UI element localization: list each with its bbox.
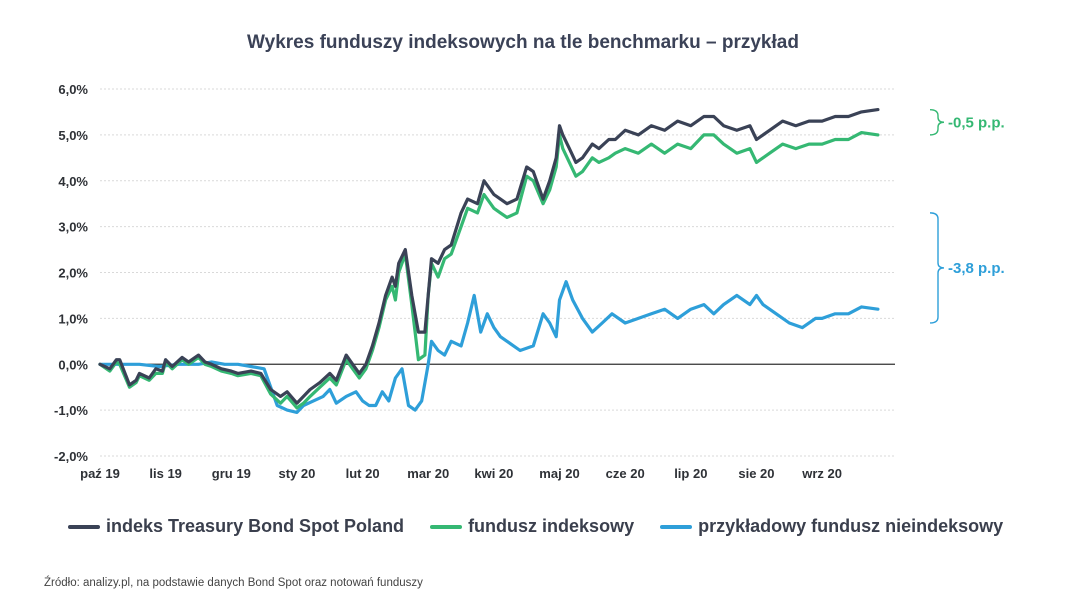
x-tick-label: mar 20	[407, 466, 449, 481]
x-tick-label: lip 20	[674, 466, 707, 481]
legend-swatch-index	[68, 524, 100, 529]
difference-brackets: -0,5 p.p. -3,8 p.p.	[929, 108, 1005, 324]
gridlines	[100, 88, 895, 457]
y-tick-label: 0,0%	[58, 357, 88, 372]
legend-swatch-index-fund	[430, 524, 463, 529]
x-tick-label: sty 20	[279, 466, 316, 481]
y-tick-label: 6,0%	[58, 82, 88, 97]
series-lines	[98, 108, 880, 414]
legend-label-active-fund: przykładowy fundusz nieindeksowy	[698, 516, 1004, 536]
x-axis-ticks: paź 19 lis 19 gru 19 sty 20 lut 20 mar 20 kwi …	[80, 466, 842, 481]
legend: indeks Treasury Bond Spot Poland fundusz…	[68, 516, 1058, 537]
x-tick-label: wrz 20	[801, 466, 842, 481]
diff-index-fund-label: -0,5 p.p.	[948, 114, 1005, 131]
y-tick-label: 3,0%	[58, 220, 88, 235]
x-tick-label: kwi 20	[474, 466, 513, 481]
legend-label-index-fund: fundusz indeksowy	[468, 516, 635, 536]
series-line-0	[98, 108, 880, 405]
x-tick-label: paź 19	[80, 466, 120, 481]
x-tick-label: lis 19	[149, 466, 182, 481]
diff-index-fund-bracket	[929, 108, 945, 136]
series-line-2	[98, 280, 880, 414]
source-note: Źródło: analizy.pl, na podstawie danych …	[44, 577, 423, 589]
legend-item-index: indeks Treasury Bond Spot Poland	[68, 516, 404, 537]
diff-active-fund-label: -3,8 p.p.	[948, 260, 1005, 277]
y-tick-label: 4,0%	[58, 174, 88, 189]
x-tick-label: gru 19	[212, 466, 251, 481]
y-tick-label: 1,0%	[58, 311, 88, 326]
x-tick-label: maj 20	[539, 466, 579, 481]
diff-active-fund-bracket	[929, 212, 945, 324]
x-tick-label: sie 20	[738, 466, 774, 481]
y-tick-label: -2,0%	[54, 449, 88, 464]
y-tick-label: 2,0%	[58, 266, 88, 281]
legend-item-active-fund: przykładowy fundusz nieindeksowy	[660, 516, 1003, 537]
y-tick-label: -1,0%	[54, 403, 88, 418]
x-tick-label: cze 20	[606, 466, 645, 481]
legend-label-index: indeks Treasury Bond Spot Poland	[106, 516, 405, 536]
legend-swatch-active-fund	[660, 524, 693, 529]
x-tick-label: lut 20	[346, 466, 380, 481]
y-tick-label: 5,0%	[58, 128, 88, 143]
chart-title: Wykres funduszy indeksowych na tle bench…	[247, 32, 799, 53]
y-axis-ticks: -2,0% -1,0% 0,0% 1,0% 2,0% 3,0% 4,0% 5,0% 6,0%	[54, 82, 88, 464]
legend-item-index-fund: fundusz indeksowy	[430, 516, 634, 537]
